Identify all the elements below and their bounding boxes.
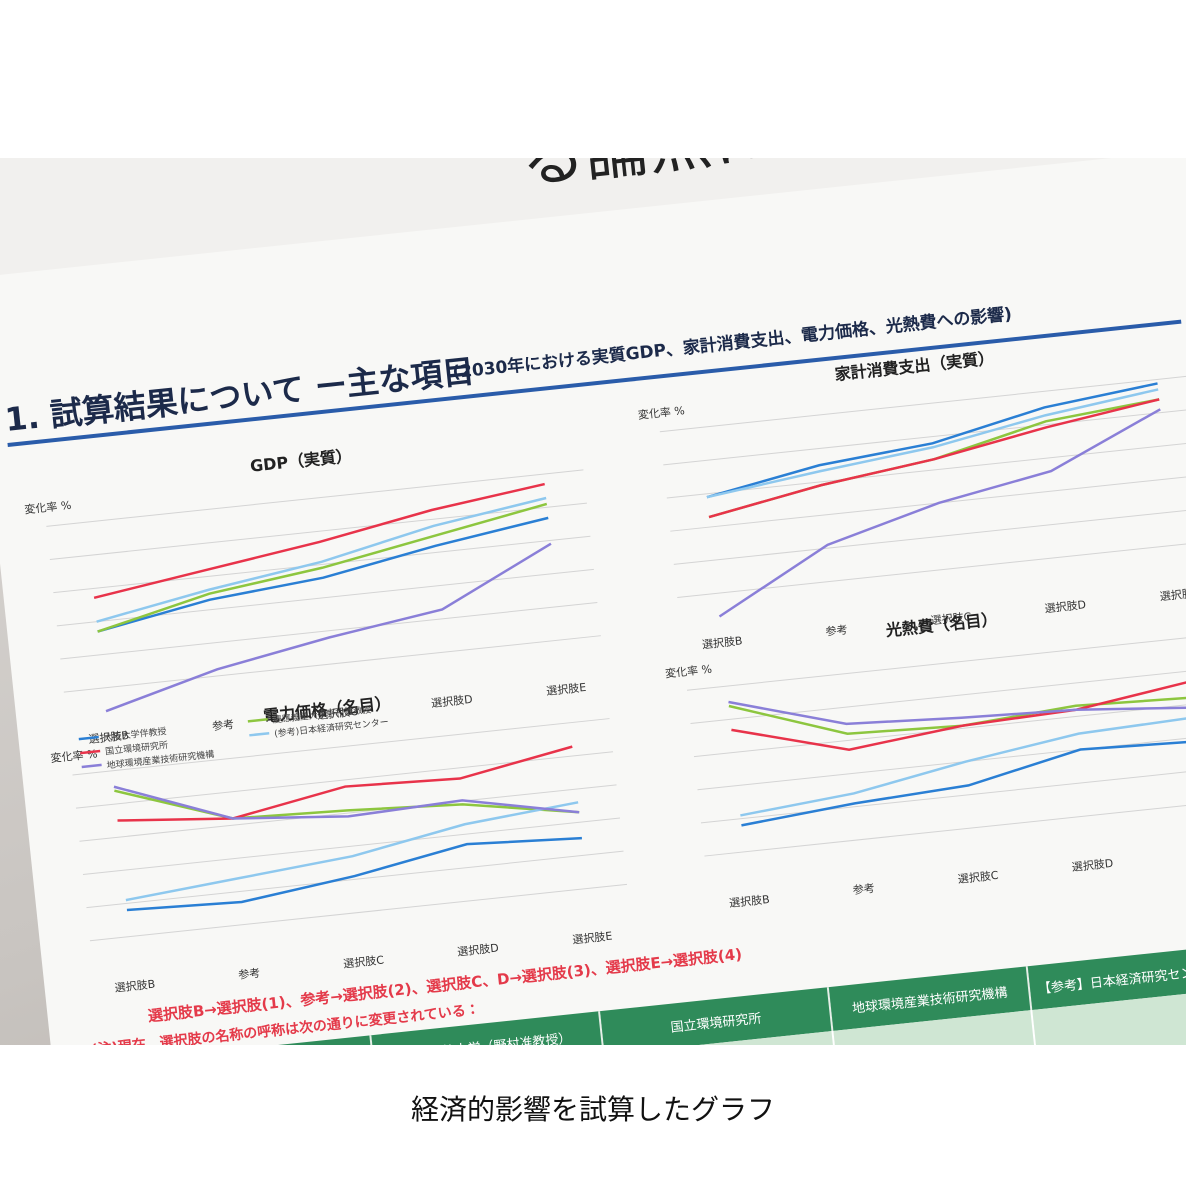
charts: GDP（実質）変化率 %選択肢B参考選択肢C選択肢D選択肢E家計消費支出（実質）… bbox=[24, 348, 1186, 995]
legend-swatch bbox=[78, 735, 99, 741]
grid-line bbox=[46, 469, 584, 527]
legend-swatch bbox=[249, 731, 270, 737]
chart-line bbox=[708, 398, 1160, 519]
x-tick-label: 選択肢C bbox=[930, 609, 972, 627]
grid-line bbox=[673, 507, 1186, 565]
chart-line bbox=[718, 408, 1161, 618]
x-tick-label: 選択肢D bbox=[430, 692, 473, 710]
x-tick-label: 選択肢B bbox=[701, 633, 743, 651]
x-tick-label: 参考 bbox=[852, 882, 875, 897]
x-tick-label: 選択肢C bbox=[317, 704, 359, 722]
x-tick-label: 選択肢B bbox=[114, 977, 156, 995]
caption: 経済的影響を試算したグラフ bbox=[410, 1093, 775, 1126]
y-axis-label: 変化率 % bbox=[665, 663, 713, 681]
chart-line bbox=[728, 696, 1186, 736]
x-tick-label: 参考 bbox=[212, 718, 235, 733]
grid-line bbox=[663, 407, 1186, 466]
legend-swatch bbox=[247, 718, 268, 723]
x-tick-label: 選択肢C bbox=[957, 868, 999, 886]
x-tick-label: 選択肢B bbox=[728, 892, 770, 910]
chart-line bbox=[117, 745, 573, 822]
grid-line bbox=[82, 817, 621, 875]
chart-line bbox=[728, 700, 1186, 726]
chart-line bbox=[113, 785, 580, 820]
photo: る論点につ 1. 試算結果について ー主な項目 (2030年における実質GDP、… bbox=[0, 158, 1186, 1045]
chart-line bbox=[125, 801, 579, 902]
y-axis-label: 変化率 % bbox=[637, 404, 685, 422]
grid-line bbox=[72, 718, 610, 776]
chart-line bbox=[96, 496, 547, 623]
x-tick-label: 選択肢E bbox=[572, 929, 613, 947]
x-tick-label: 選択肢B bbox=[88, 728, 130, 746]
grid-line bbox=[700, 765, 1186, 824]
chart-line bbox=[731, 680, 1186, 751]
grid-line bbox=[56, 568, 594, 627]
legend-swatch bbox=[81, 763, 102, 769]
table-column: 地球環境産業技術研究機構 bbox=[828, 966, 1050, 1045]
legend-swatch bbox=[80, 749, 101, 755]
grid-line bbox=[49, 502, 587, 561]
grid-line bbox=[666, 441, 1186, 499]
grid-line bbox=[690, 666, 1186, 724]
x-tick-label: 参考 bbox=[825, 623, 848, 638]
grid-line bbox=[677, 540, 1186, 598]
chart-title: GDP（実質） bbox=[249, 446, 353, 476]
paper: る論点につ 1. 試算結果について ー主な項目 (2030年における実質GDP、… bbox=[0, 158, 1186, 1045]
chart-line bbox=[97, 516, 549, 633]
grid-line bbox=[79, 784, 617, 842]
grid-line bbox=[697, 732, 1186, 791]
y-axis-label: 変化率 % bbox=[24, 499, 72, 517]
grid-line bbox=[686, 633, 1186, 691]
legend-label: 大阪大学伴教授 bbox=[103, 725, 167, 744]
chart-line bbox=[126, 836, 582, 912]
y-axis-label: 変化率 % bbox=[50, 747, 98, 765]
x-tick-label: 選択肢D bbox=[1044, 597, 1087, 615]
grid-line bbox=[704, 799, 1186, 857]
grid-line bbox=[86, 850, 624, 909]
grid-line bbox=[60, 602, 598, 660]
grid-line bbox=[670, 474, 1186, 532]
chart-line bbox=[93, 482, 545, 599]
chart-line bbox=[97, 502, 548, 633]
table-column: 【参考】日本経済研究センター bbox=[1027, 945, 1186, 1045]
table-column: 国立環境研究所 bbox=[600, 987, 851, 1045]
x-tick-label: 選択肢E bbox=[1159, 585, 1186, 603]
chart-line bbox=[105, 542, 552, 713]
grid-line bbox=[89, 883, 628, 942]
chart-line bbox=[741, 740, 1186, 827]
x-tick-label: 選択肢E bbox=[546, 680, 587, 698]
grid-line bbox=[63, 635, 601, 693]
chart-line bbox=[706, 382, 1158, 499]
x-tick-label: 選択肢D bbox=[1071, 856, 1114, 874]
x-tick-label: 参考 bbox=[238, 967, 261, 982]
x-tick-label: 選択肢C bbox=[343, 952, 385, 970]
x-tick-label: 選択肢D bbox=[457, 940, 500, 958]
chart-title: 家計消費支出（実質） bbox=[834, 348, 995, 384]
grid-line bbox=[53, 535, 591, 594]
grid-line bbox=[659, 374, 1186, 433]
chart-line bbox=[740, 716, 1186, 817]
chart-line bbox=[706, 388, 1159, 499]
